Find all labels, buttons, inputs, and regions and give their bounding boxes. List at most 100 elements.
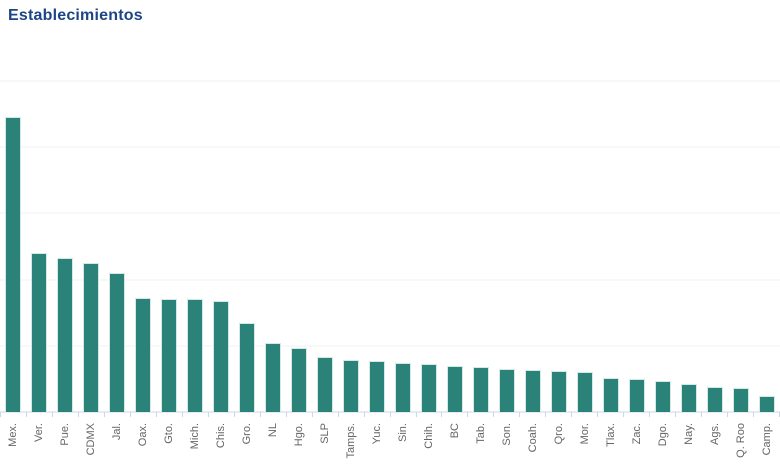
x-axis-label: Coah. [526, 423, 539, 453]
bar-column [494, 81, 520, 412]
tick [337, 412, 364, 417]
bar-column [26, 81, 52, 412]
bar-Gto.[interactable] [161, 299, 177, 412]
bar-column [364, 81, 390, 412]
bar-column [78, 81, 104, 412]
bar-column [234, 81, 260, 412]
chart-title: Establecimientos [8, 7, 143, 24]
bar-Yuc.[interactable] [369, 361, 385, 412]
x-axis-label: Tab. [474, 423, 487, 444]
tick [363, 412, 390, 417]
bar-column [52, 81, 78, 412]
tick [623, 412, 649, 417]
bar-column [390, 81, 416, 412]
gridline [0, 146, 780, 148]
x-axis-label: Chih. [422, 423, 435, 449]
bar-Chis.[interactable] [213, 301, 229, 412]
bar-column [468, 81, 494, 412]
bar-column [676, 81, 702, 412]
x-axis-label-cell: Tlax. [598, 423, 624, 470]
bar-Sin.[interactable] [395, 363, 411, 412]
tick [207, 412, 234, 417]
bar-Qro.[interactable] [551, 371, 567, 412]
tick [467, 412, 493, 417]
x-axis-label: Jal. [110, 423, 123, 441]
tick [311, 412, 338, 417]
bar-Tab.[interactable] [473, 367, 489, 412]
bar-Dgo.[interactable] [655, 381, 671, 412]
bar-Coah.[interactable] [525, 370, 541, 412]
x-axis-label-cell: Yuc. [364, 423, 390, 470]
x-axis-label: Gto. [162, 423, 175, 444]
x-axis-label: CDMX [84, 423, 97, 456]
x-axis-label-cell: BC [442, 423, 468, 470]
bar-column [416, 81, 442, 412]
bar-Nay.[interactable] [681, 384, 697, 412]
bar-Zac.[interactable] [629, 379, 645, 412]
bar-Ver.[interactable] [31, 253, 47, 412]
bar-Mex.[interactable] [5, 117, 21, 412]
x-axis-label: Q. Roo [734, 423, 747, 458]
x-axis-label-cell: Chih. [416, 423, 442, 470]
x-axis-label: Mor. [578, 423, 591, 445]
gridline [0, 345, 780, 347]
tick [103, 412, 130, 417]
bar-Mich.[interactable] [187, 299, 203, 412]
bar-SLP[interactable] [317, 357, 333, 412]
x-axis-label-cell: Coah. [520, 423, 546, 470]
x-axis-label-cell: Gto. [156, 423, 182, 470]
bar-column [286, 81, 312, 412]
bar-column [572, 81, 598, 412]
x-axis-label: Hgo. [292, 423, 305, 447]
tick [285, 412, 312, 417]
bar-column [754, 81, 780, 412]
x-axis-label-cell: Ver. [26, 423, 52, 470]
x-axis-label-cell: Pue. [52, 423, 78, 470]
tick [51, 412, 78, 417]
x-axis-label-cell: Mor. [572, 423, 598, 470]
x-axis-label-cell: Gro. [234, 423, 260, 470]
bar-column [0, 81, 26, 412]
x-axis-label: Tlax. [604, 423, 617, 447]
x-axis-label-cell: NL [260, 423, 286, 470]
tick [25, 412, 52, 417]
x-axis-label-cell: Qro. [546, 423, 572, 470]
bar-Mor.[interactable] [577, 372, 593, 412]
x-axis-label: SLP [318, 423, 331, 444]
bar-column [520, 81, 546, 412]
x-axis-label-cell: SLP [312, 423, 338, 470]
bar-Tamps.[interactable] [343, 360, 359, 412]
x-axis-label: Camp. [760, 423, 773, 456]
tick [155, 412, 182, 417]
x-axis-label: Nay. [682, 423, 695, 445]
tick [181, 412, 208, 417]
bar-CDMX[interactable] [83, 263, 99, 412]
bars-container [0, 81, 780, 412]
plot-area [0, 80, 780, 413]
bar-Oax.[interactable] [135, 298, 151, 412]
bar-Jal.[interactable] [109, 273, 125, 412]
bar-Hgo.[interactable] [291, 348, 307, 412]
tick [389, 412, 416, 417]
bar-Camp.[interactable] [759, 396, 775, 412]
bar-Chih.[interactable] [421, 364, 437, 412]
bar-column [624, 81, 650, 412]
x-axis-label: Tamps. [344, 423, 357, 459]
bar-Tlax.[interactable] [603, 378, 619, 412]
x-axis-label-cell: Dgo. [650, 423, 676, 470]
x-axis-label-cell: Chis. [208, 423, 234, 470]
tick [415, 412, 442, 417]
bar-Pue.[interactable] [57, 258, 73, 412]
bar-Son.[interactable] [499, 369, 515, 412]
bar-Q. Roo[interactable] [733, 388, 749, 412]
tick [519, 412, 545, 417]
bar-NL[interactable] [265, 343, 281, 412]
bar-BC[interactable] [447, 366, 463, 412]
bar-Gro.[interactable] [239, 323, 255, 412]
x-axis-ticks [0, 412, 780, 417]
gridline [0, 279, 780, 281]
bar-Ags.[interactable] [707, 387, 723, 412]
x-axis-label-cell: Jal. [104, 423, 130, 470]
bar-column [260, 81, 286, 412]
